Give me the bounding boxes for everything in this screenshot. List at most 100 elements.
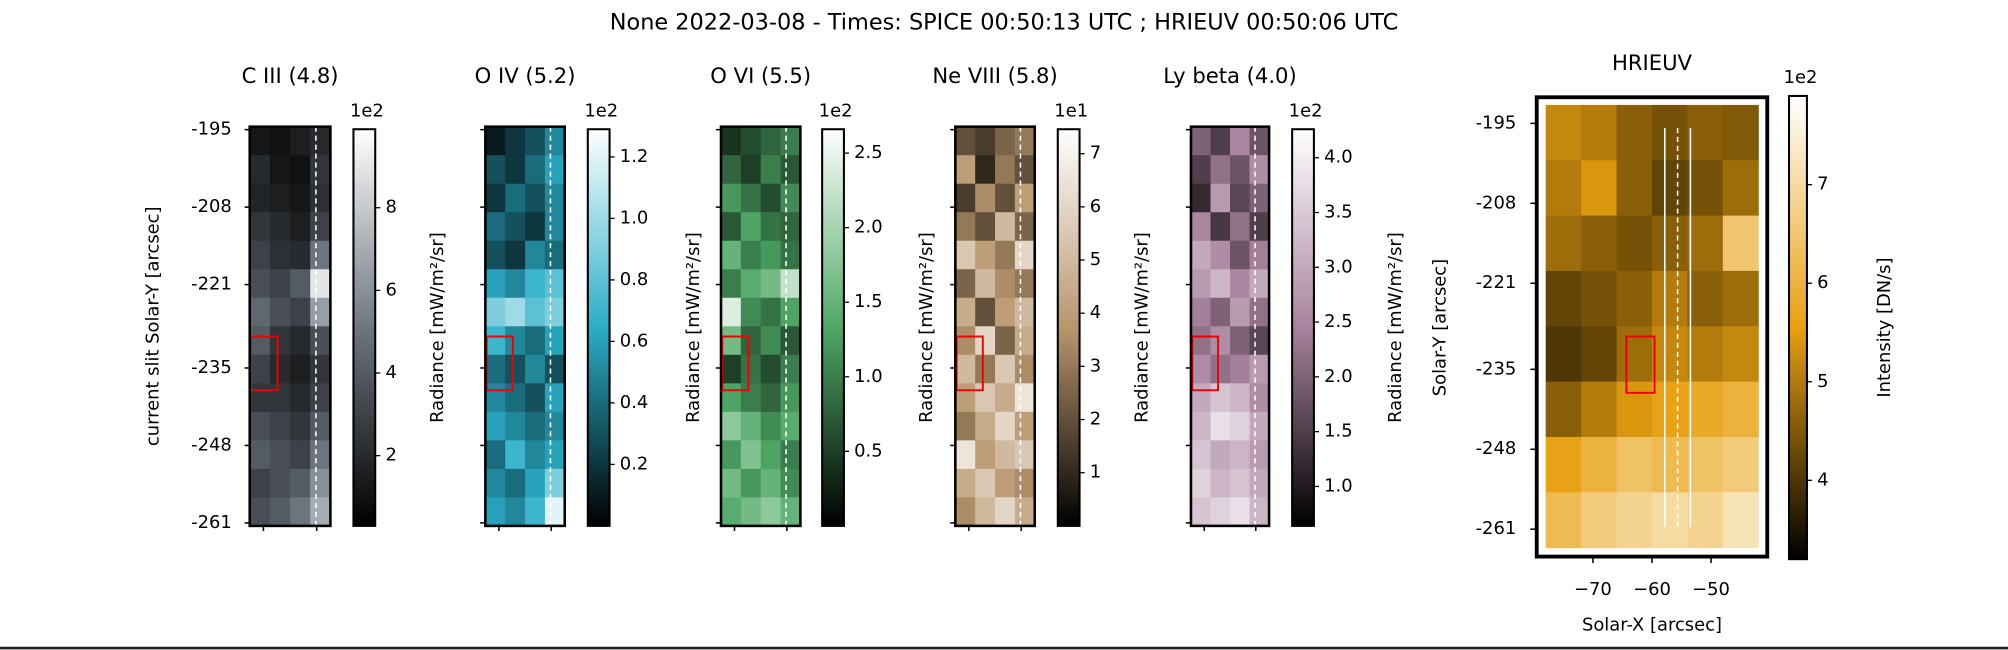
heatmap-cell [525, 411, 546, 441]
heatmap-cell [290, 440, 311, 470]
colorbar-tick-label: 1.5 [1324, 421, 1352, 442]
heatmap-cell [780, 183, 801, 213]
heatmap-cell [290, 240, 311, 270]
heatmap-cell [1230, 440, 1251, 470]
heatmap-cell [995, 183, 1016, 213]
heatmap-cell [310, 440, 331, 470]
image-cell [1687, 326, 1724, 383]
heatmap-cell [780, 297, 801, 327]
image-cell [1651, 492, 1688, 549]
heatmap-cell [249, 440, 271, 470]
heatmap-cell [1190, 183, 1212, 213]
heatmap-cell [975, 354, 996, 384]
heatmap-cell [975, 411, 996, 441]
image-cell [1687, 270, 1724, 327]
heatmap-cell [760, 212, 782, 242]
axes-frame [484, 125, 567, 528]
image-cell [1722, 104, 1759, 161]
heatmap-cell [525, 326, 546, 356]
colorbar-tick-label: 2.0 [854, 217, 882, 238]
heatmap-cell [780, 126, 801, 156]
y-tick-label: -221 [1476, 272, 1517, 293]
colorbar-label: Radiance [mW/m²/sr] [1131, 232, 1152, 423]
heatmap-cell [1210, 326, 1231, 356]
heatmap-cell [485, 326, 506, 356]
image-cell [1616, 492, 1653, 549]
heatmap-cell [780, 383, 801, 413]
colorbar-tick-label: 3 [1090, 355, 1101, 376]
colorbar [1291, 128, 1315, 527]
heatmap-cell [1210, 354, 1231, 384]
heatmap-cell [269, 411, 291, 441]
heatmap-cell [269, 183, 291, 213]
heatmap-cell [1249, 212, 1270, 242]
heatmap-cell [1230, 383, 1251, 413]
colorbar [352, 128, 377, 527]
image-cell [1545, 215, 1582, 272]
heatmap-cell [505, 269, 526, 299]
heatmap-cell [720, 269, 742, 299]
heatmap-cell [269, 468, 291, 498]
heatmap-cell [290, 297, 311, 327]
heatmap-cell [485, 383, 506, 413]
heatmap-cell [1190, 155, 1212, 185]
heatmap-cell [740, 240, 762, 270]
x-tick-label: −60 [1633, 579, 1671, 600]
heatmap-cell [310, 212, 331, 242]
panel-title: O IV (5.2) [475, 63, 576, 88]
heatmap-cell [525, 126, 546, 156]
heatmap-cell [780, 354, 801, 384]
colorbar-tick-label: 2.5 [854, 142, 882, 163]
image-cell [1616, 381, 1653, 438]
y-tick-label: -235 [1476, 358, 1517, 379]
heatmap-cell [525, 497, 546, 527]
heatmap-cell [780, 440, 801, 470]
heatmap-cell [290, 354, 311, 384]
image-cell [1687, 436, 1724, 493]
heatmap-cell [720, 497, 742, 527]
heatmap-cell [290, 183, 311, 213]
axes-frame [248, 125, 332, 528]
heatmap-cell [975, 297, 996, 327]
heatmap-cell [1190, 212, 1212, 242]
heatmap-cell [544, 326, 566, 356]
heatmap-cell [780, 269, 801, 299]
heatmap-cell [290, 155, 311, 185]
heatmap-cell [995, 383, 1016, 413]
heatmap-cell [485, 440, 506, 470]
heatmap-cell [975, 183, 996, 213]
heatmap-cell [1249, 240, 1270, 270]
heatmap-cell [310, 126, 331, 156]
heatmap-cell [1190, 354, 1212, 384]
heatmap-cell [780, 497, 801, 527]
heatmap-cell [760, 126, 782, 156]
heatmap-cell [995, 326, 1016, 356]
heatmap-cell [1210, 297, 1231, 327]
colorbar-tick-label: 7 [1817, 174, 1828, 195]
colorbar-tick-label: 1.0 [620, 207, 648, 228]
heatmap-cell [544, 440, 566, 470]
image-cell [1687, 160, 1724, 217]
heatmap-cell [310, 155, 331, 185]
heatmap-cell [995, 411, 1016, 441]
image-cell [1545, 326, 1582, 383]
heatmap-cell [1014, 126, 1036, 156]
heatmap-cell [485, 212, 506, 242]
colorbar-tick-label: 5 [1090, 249, 1101, 270]
heatmap-cell [1230, 354, 1251, 384]
image-cell [1651, 381, 1688, 438]
colorbar-offset: 1e2 [584, 100, 618, 121]
heatmap-cell [1014, 183, 1036, 213]
image-cell [1581, 160, 1618, 217]
heatmap-cell [249, 212, 271, 242]
image-cell [1722, 215, 1759, 272]
colorbar [586, 128, 611, 527]
colorbar-tick-label: 0.2 [620, 453, 648, 474]
heatmap-cell [720, 126, 742, 156]
heatmap-cell [269, 212, 291, 242]
image-cell [1687, 492, 1724, 549]
heatmap-cell [1190, 468, 1212, 498]
colorbar-label: Radiance [mW/m²/sr] [916, 232, 937, 423]
heatmap-cell [1014, 440, 1036, 470]
heatmap-cell [525, 183, 546, 213]
